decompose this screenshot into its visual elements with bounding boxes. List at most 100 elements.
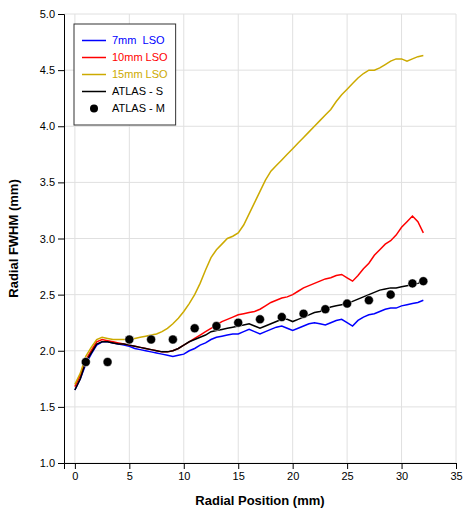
legend-swatch bbox=[82, 74, 106, 76]
point bbox=[255, 315, 264, 324]
legend: 7mm LSO 10mm LSO 15mm LSO ATLAS - S ATLAS - … bbox=[74, 24, 176, 125]
point bbox=[419, 277, 428, 286]
point bbox=[212, 322, 221, 331]
tick-label: 5.0 bbox=[40, 8, 55, 20]
tick-label: 30 bbox=[396, 470, 408, 482]
plot-area: 0 5 10 15 20 25 30 35 1.0 1.5 2.0 2.5 3.0 3.5 4.0 4.5 5.… bbox=[6, 8, 463, 508]
y-axis-title: Radial FWHM (mm) bbox=[6, 179, 21, 297]
tick: 4.0 bbox=[40, 120, 64, 132]
tick-label: 4.0 bbox=[40, 120, 55, 132]
point bbox=[277, 313, 286, 322]
tick-mark bbox=[75, 463, 76, 469]
tick-mark bbox=[456, 463, 457, 469]
grid bbox=[64, 14, 456, 463]
tick-mark bbox=[184, 463, 185, 469]
tick: 5.0 bbox=[40, 8, 64, 20]
tick-mark bbox=[58, 239, 64, 240]
legend-label: 10mm LSO bbox=[112, 51, 168, 63]
legend-swatch bbox=[82, 57, 106, 59]
tick: 2.5 bbox=[40, 289, 64, 301]
legend-label: 7mm LSO bbox=[112, 34, 165, 46]
series-line bbox=[75, 56, 423, 385]
tick-mark bbox=[347, 463, 348, 469]
legend-swatch bbox=[90, 105, 98, 113]
tick: 4.5 bbox=[40, 64, 64, 76]
point bbox=[81, 357, 90, 366]
tick-mark bbox=[58, 70, 64, 71]
legend-box bbox=[74, 24, 176, 125]
point bbox=[299, 309, 308, 318]
tick-label: 0 bbox=[72, 470, 78, 482]
tick: 35 bbox=[450, 463, 462, 482]
grid-line bbox=[64, 406, 456, 407]
grid-line bbox=[64, 14, 456, 15]
point bbox=[234, 318, 243, 327]
axis-line bbox=[65, 464, 457, 470]
tick-mark bbox=[58, 351, 64, 352]
grid-line bbox=[64, 238, 456, 239]
tick: 5 bbox=[127, 463, 133, 482]
tick-label: 35 bbox=[450, 470, 462, 482]
tick-label: 25 bbox=[341, 470, 353, 482]
tick-mark bbox=[58, 463, 64, 464]
tick-mark bbox=[58, 182, 64, 183]
point bbox=[321, 305, 330, 314]
data-marks bbox=[75, 56, 428, 391]
point bbox=[386, 290, 395, 299]
grid-line bbox=[64, 182, 456, 183]
tick-mark bbox=[58, 14, 64, 15]
tick: 1.5 bbox=[40, 401, 64, 413]
tick-mark bbox=[58, 407, 64, 408]
tick-mark bbox=[129, 463, 130, 469]
tick-label: 1.5 bbox=[40, 401, 55, 413]
point bbox=[168, 335, 177, 344]
chart: 0 5 10 15 20 25 30 35 1.0 1.5 2.0 2.5 3.0 3.5 4.0 4.5 5.… bbox=[0, 0, 474, 517]
tick: 2.0 bbox=[40, 345, 64, 357]
tick: 30 bbox=[396, 463, 408, 482]
tick-label: 3.5 bbox=[40, 176, 55, 188]
tick: 1.0 bbox=[40, 457, 64, 469]
tick-mark bbox=[293, 463, 294, 469]
y-axis: 1.0 1.5 2.0 2.5 3.0 3.5 4.0 4.5 5.0 bbox=[40, 8, 65, 469]
legend-label: ATLAS - S bbox=[112, 85, 163, 97]
tick: 3.0 bbox=[40, 233, 64, 245]
tick-label: 15 bbox=[233, 470, 245, 482]
tick: 0 bbox=[72, 463, 78, 482]
tick-label: 20 bbox=[287, 470, 299, 482]
tick: 3.5 bbox=[40, 176, 64, 188]
tick: 10 bbox=[178, 463, 190, 482]
legend-swatch bbox=[82, 40, 106, 42]
grid-line bbox=[64, 126, 456, 127]
legend-swatch bbox=[82, 91, 106, 93]
tick-label: 10 bbox=[178, 470, 190, 482]
tick: 15 bbox=[233, 463, 245, 482]
x-axis: 0 5 10 15 20 25 30 35 bbox=[65, 463, 463, 482]
x-axis-title: Radial Position (mm) bbox=[195, 493, 324, 508]
point bbox=[343, 299, 352, 308]
tick-mark bbox=[238, 463, 239, 469]
axis-line bbox=[58, 15, 65, 464]
tick-mark bbox=[58, 126, 64, 127]
grid-line bbox=[64, 350, 456, 351]
tick-label: 2.0 bbox=[40, 345, 55, 357]
grid-line bbox=[64, 294, 456, 295]
point bbox=[364, 296, 373, 305]
tick-mark bbox=[402, 463, 403, 469]
series-line bbox=[75, 281, 423, 390]
point bbox=[125, 335, 134, 344]
legend-label: ATLAS - M bbox=[112, 102, 165, 114]
point bbox=[190, 324, 199, 333]
point bbox=[147, 335, 156, 344]
point bbox=[408, 279, 417, 288]
tick-label: 5 bbox=[127, 470, 133, 482]
tick-label: 1.0 bbox=[40, 457, 55, 469]
series-points bbox=[81, 277, 428, 367]
tick-mark bbox=[58, 295, 64, 296]
point bbox=[103, 357, 112, 366]
tick: 20 bbox=[287, 463, 299, 482]
tick: 25 bbox=[341, 463, 353, 482]
tick-label: 4.5 bbox=[40, 64, 55, 76]
tick-label: 2.5 bbox=[40, 289, 55, 301]
tick-label: 3.0 bbox=[40, 233, 55, 245]
legend-label: 15mm LSO bbox=[112, 68, 168, 80]
